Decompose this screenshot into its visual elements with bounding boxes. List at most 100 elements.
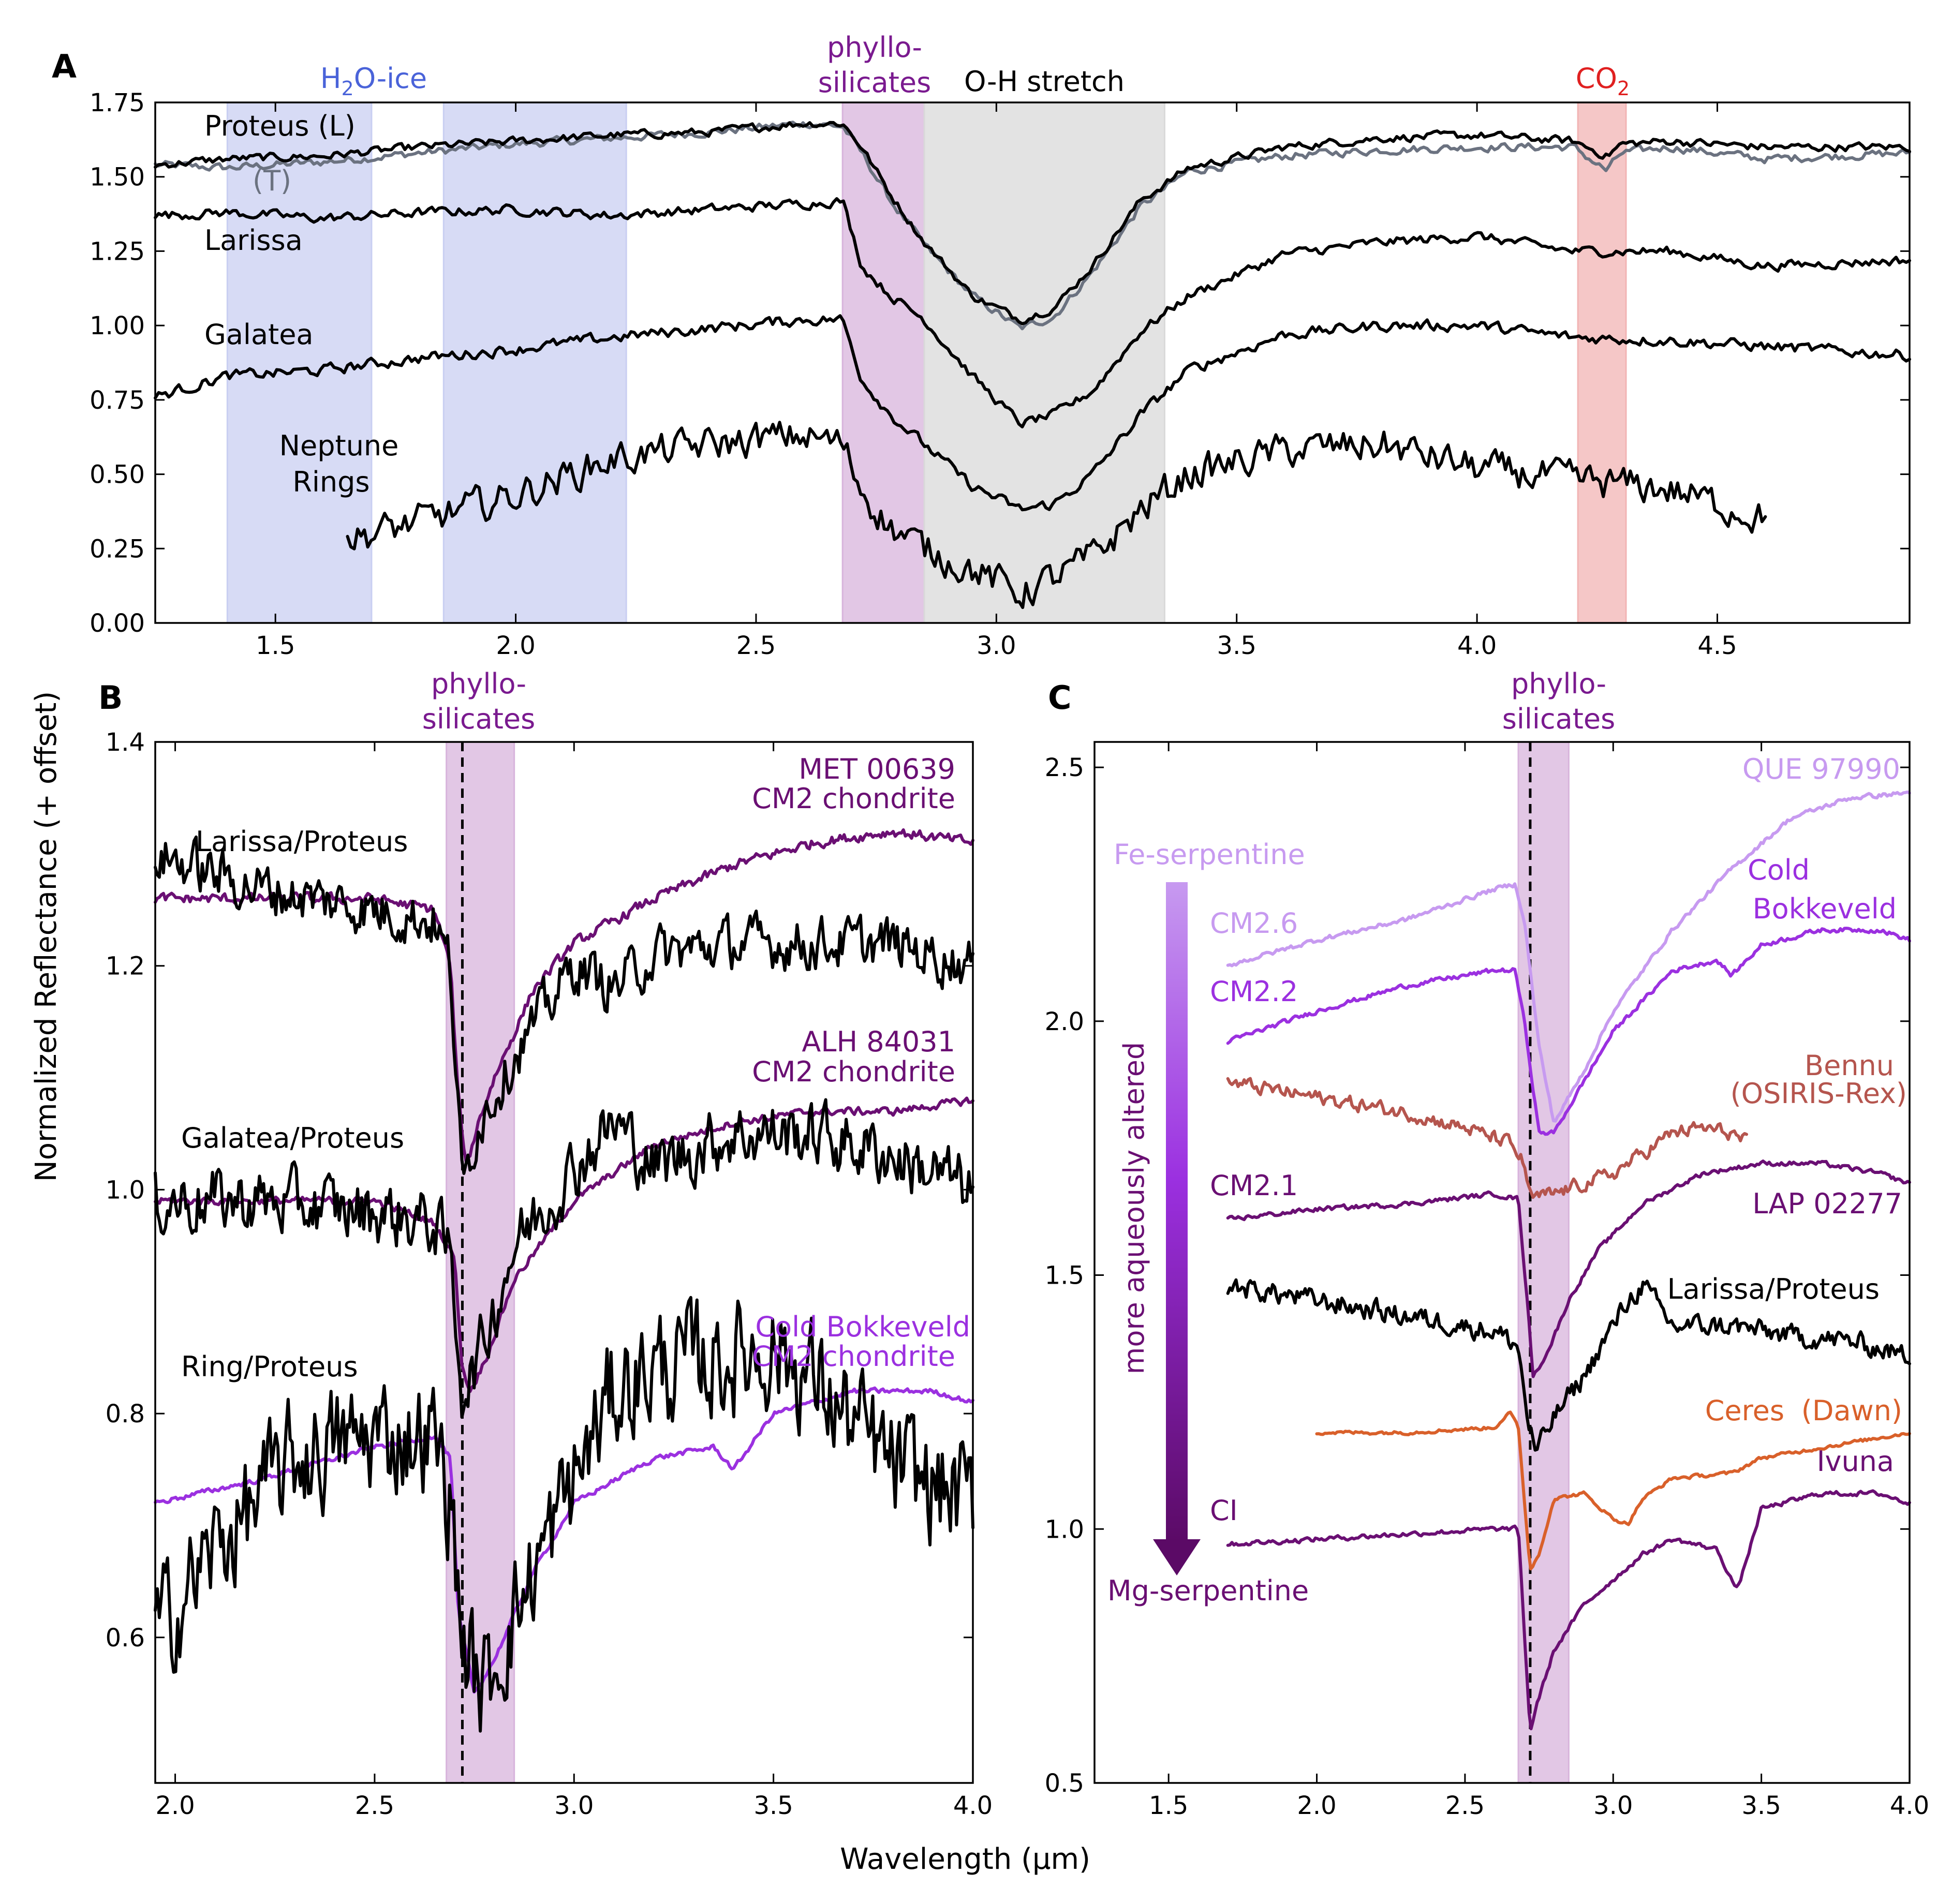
label-ivuna: Ivuna <box>1817 1445 1894 1478</box>
band-label-oh-stretch: O-H stretch <box>964 65 1125 98</box>
x-tick-label: 4.0 <box>1457 631 1497 660</box>
label-dawn: (Dawn) <box>1801 1394 1902 1427</box>
x-tick-label: 2.5 <box>736 631 776 660</box>
label-bennu: Bennu <box>1805 1049 1894 1082</box>
band-label-phyllo-b-1: phyllo- <box>431 667 526 700</box>
y-tick-label: 1.0 <box>1045 1515 1084 1544</box>
label-lap: LAP 02277 <box>1752 1187 1902 1220</box>
y-tick-label: 1.0 <box>106 1176 145 1204</box>
x-tick-label: 3.5 <box>753 1791 793 1820</box>
x-tick-label: 4.5 <box>1697 631 1737 660</box>
band-label-phyllo-c-2: silicates <box>1502 703 1615 735</box>
y-tick-label: 1.4 <box>106 728 145 757</box>
label-cm21: CM2.1 <box>1210 1169 1298 1202</box>
label-mg-serpentine: Mg-serpentine <box>1107 1574 1309 1607</box>
series-larissa-proteus <box>154 835 974 1175</box>
x-tick-label: 3.0 <box>977 631 1016 660</box>
y-tick-label: 2.5 <box>1045 753 1084 782</box>
series-ceres <box>1315 1410 1911 1571</box>
band-1-0 <box>446 741 515 1784</box>
y-axis-title: Normalized Reflectance (+ offset) <box>29 691 63 1182</box>
series-galatea <box>154 314 1911 512</box>
y-tick-label: 1.25 <box>90 237 145 266</box>
band-label-phyllo-b-2: silicates <box>422 703 535 735</box>
panel-c-frame <box>1093 741 1911 1784</box>
panel-c: 1.5 2.0 2.5 3.0 3.5 4.0 0.5 1.0 1.5 2.0 2.5 phyllo… <box>1045 667 1930 1820</box>
series-bennu <box>1226 1077 1748 1199</box>
label-more-altered: more aqueously altered <box>1118 1042 1150 1374</box>
y-tick-label: 0.8 <box>106 1400 145 1429</box>
x-tick-label: 2.0 <box>1297 1791 1336 1820</box>
y-tick-label: 1.2 <box>106 952 145 981</box>
label-ci: CI <box>1210 1494 1238 1527</box>
series--t- <box>154 121 1911 331</box>
label-cb-c-1: Cold <box>1748 854 1810 886</box>
series-alh-84031-cm2-chondrite <box>154 1096 974 1393</box>
band-2-0 <box>1517 741 1570 1784</box>
y-tick-label: 2.0 <box>1045 1007 1084 1036</box>
band-label-co2: CO2 <box>1576 62 1630 100</box>
band-label-phyllo-a-2: silicates <box>818 66 931 99</box>
label-neptune: Neptune <box>279 429 399 462</box>
label-galatea-proteus: Galatea/Proteus <box>181 1122 404 1154</box>
y-tick-label: 0.00 <box>90 609 145 638</box>
panel-a-frame <box>154 101 1911 624</box>
band-label-phyllo-a-1: phyllo- <box>827 31 922 64</box>
label-cb-c-2: Bokkeveld <box>1753 892 1897 925</box>
band-0-3 <box>923 101 1165 624</box>
band-label-h2o-ice: H2O-ice <box>320 62 427 100</box>
x-axis-title: Wavelength (μm) <box>840 1842 1090 1876</box>
label-galatea: Galatea <box>204 318 314 351</box>
label-osiris: (OSIRIS-Rex) <box>1731 1077 1907 1110</box>
label-cm26: CM2.6 <box>1210 907 1298 940</box>
panel-b-ticks: 2.0 2.5 3.0 3.5 4.0 0.6 0.8 1.0 1.2 1.4 <box>106 728 993 1820</box>
panel-a-series <box>154 121 1911 609</box>
band-label-phyllo-c-1: phyllo- <box>1511 667 1606 700</box>
panel-c-bands <box>1517 741 1570 1784</box>
panel-b-frame <box>154 741 974 1784</box>
label-larissa: Larissa <box>204 224 303 257</box>
panel-b-bands <box>446 741 515 1784</box>
panel-letter-a: A <box>52 48 77 85</box>
x-tick-label: 3.0 <box>554 1791 594 1820</box>
x-tick-label: 1.5 <box>256 631 295 660</box>
y-tick-label: 1.00 <box>90 311 145 340</box>
panel-b-series <box>154 828 974 1733</box>
panel-c-ticks: 1.5 2.0 2.5 3.0 3.5 4.0 0.5 1.0 1.5 2.0 2.5 <box>1045 742 1929 1820</box>
y-tick-label: 1.75 <box>90 88 145 117</box>
y-tick-label: 0.25 <box>90 534 145 563</box>
x-tick-label: 2.0 <box>155 1791 195 1820</box>
series-larissa-proteus <box>1226 1278 1911 1452</box>
panel-c-series <box>1226 790 1911 1731</box>
label-ceres: Ceres <box>1705 1394 1784 1427</box>
y-tick-label: 1.50 <box>90 163 145 192</box>
label-proteus: Proteus (L) <box>204 110 356 142</box>
label-larissa-proteus-c: Larissa/Proteus <box>1667 1273 1880 1305</box>
x-tick-label: 2.5 <box>1445 1791 1485 1820</box>
y-tick-label: 0.6 <box>106 1624 145 1653</box>
series-que-97990 <box>1226 790 1911 1123</box>
label-que: QUE 97990 <box>1742 753 1900 785</box>
x-tick-label: 4.0 <box>1890 1791 1929 1820</box>
y-tick-label: 0.5 <box>1045 1769 1084 1798</box>
x-tick-label: 2.0 <box>496 631 535 660</box>
x-tick-label: 1.5 <box>1149 1791 1188 1820</box>
label-ring-proteus: Ring/Proteus <box>181 1350 358 1383</box>
label-met-1: MET 00639 <box>798 753 955 785</box>
band-0-4 <box>1577 101 1627 624</box>
label-cb-b-2: CM2 chondrite <box>752 1340 955 1373</box>
series-ivuna <box>1226 1489 1911 1731</box>
label-cm22: CM2.2 <box>1210 975 1298 1008</box>
y-tick-label: 0.75 <box>90 386 145 415</box>
band-0-1 <box>442 101 627 624</box>
panel-letter-b: B <box>98 679 123 717</box>
series-proteus-l- <box>154 121 1911 325</box>
label-alh-2: CM2 chondrite <box>752 1055 955 1088</box>
label-larissa-proteus-b: Larissa/Proteus <box>196 825 408 858</box>
series-ring-proteus <box>154 1296 974 1733</box>
series-larissa <box>154 197 1911 428</box>
label-alh-1: ALH 84031 <box>802 1025 955 1058</box>
panel-letter-c: C <box>1048 679 1072 717</box>
label-met-2: CM2 chondrite <box>752 782 955 815</box>
